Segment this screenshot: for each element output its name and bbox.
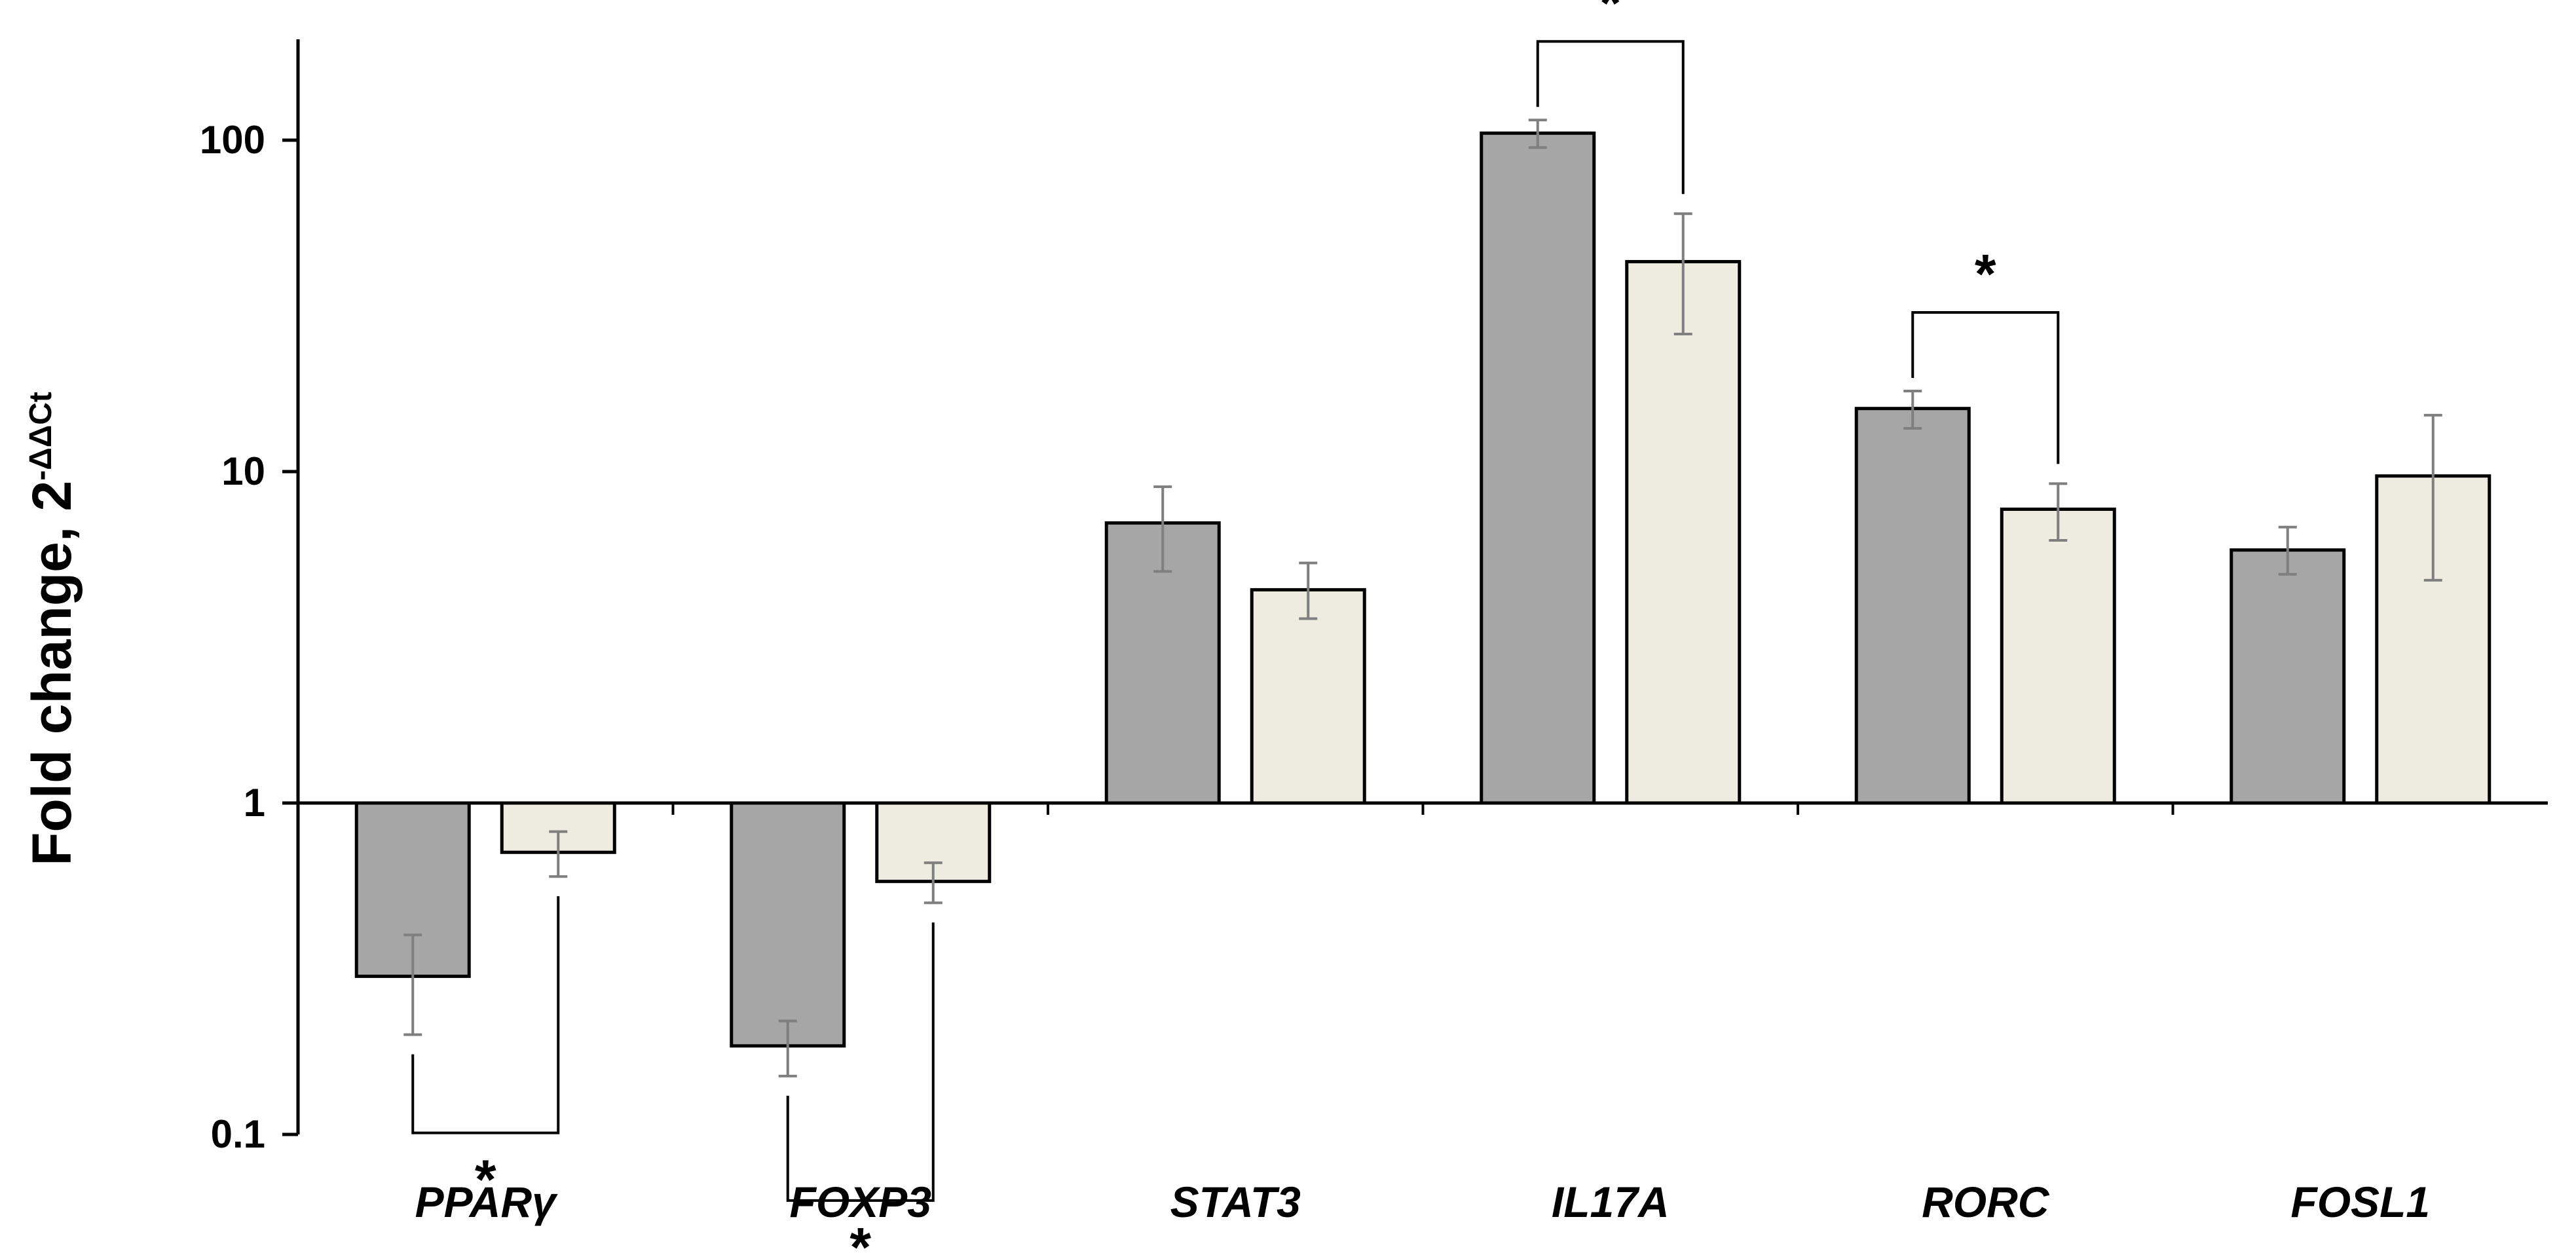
y-tick-label: 0.1 [211,1112,265,1156]
significance-bracket [411,896,560,1134]
y-axis-title-main: Fold change, 2 [21,481,83,866]
significance-star: * [1975,243,1996,305]
x-category-label: FOXP3 [790,1178,931,1226]
significance-bracket [1536,40,1685,195]
bar [1480,131,1596,805]
significance-bracket [1911,311,2060,464]
significance-star: * [849,1216,871,1253]
labels: 0.1 1 10 100 PPARγ FOXP3 STAT3 IL17A RORC FOSL1 * *… [200,0,2430,1253]
bar [1854,407,1971,805]
bar [2230,548,2346,805]
bar [2000,507,2116,805]
bar [730,801,846,1048]
x-category-label: PPARγ [415,1178,558,1226]
significance-star: * [475,1149,496,1210]
y-tick-label: 100 [200,118,265,162]
significance-brackets [411,40,2060,1202]
bar [1625,259,1742,805]
error-bars [403,119,2442,1077]
x-category-label: IL17A [1552,1178,1670,1226]
axes [282,39,2548,1136]
y-axis-title-superscript: -ΔΔCt [24,392,58,481]
bar [1250,588,1366,805]
y-axis-title: Fold change, 2-ΔΔCt [21,392,83,866]
y-tick-label: 10 [221,449,265,493]
bars [354,131,2492,1048]
significance-bracket [786,922,935,1202]
x-category-label: STAT3 [1170,1178,1301,1226]
y-tick-label: 1 [244,781,265,825]
significance-star: * [1599,0,1621,33]
x-category-label: FOSL1 [2290,1178,2430,1226]
x-category-label: RORC [1922,1178,2050,1226]
